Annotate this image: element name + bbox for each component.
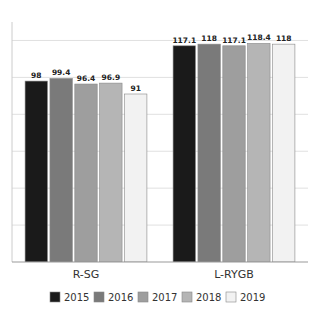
bar <box>173 46 195 262</box>
legend-swatch <box>94 292 104 302</box>
data-label: 96.9 <box>102 73 121 82</box>
bar <box>198 44 220 262</box>
data-label: 118 <box>276 34 292 43</box>
bar <box>25 81 47 262</box>
data-label: 99.4 <box>52 68 71 77</box>
data-label: 98 <box>31 71 41 80</box>
y-axis-line <box>12 22 13 262</box>
legend-label: 2016 <box>108 292 133 303</box>
x-tick-label: L-RYGB <box>214 268 254 281</box>
bar <box>248 43 270 262</box>
data-labels: 98 117.1 99.4 118 96.4 117.1 96.9 118.4 91 118 <box>31 33 292 93</box>
bar <box>223 46 245 262</box>
data-label: 117.1 <box>222 36 246 45</box>
legend-label: 2018 <box>196 292 221 303</box>
data-label: 91 <box>131 84 141 93</box>
bar <box>273 44 295 262</box>
legend-swatch <box>182 292 192 302</box>
legend-swatch <box>138 292 148 302</box>
data-label: 96.4 <box>77 74 96 83</box>
legend-label: 2019 <box>240 292 265 303</box>
bar <box>100 83 122 262</box>
legend-label: 2015 <box>64 292 89 303</box>
legend-swatch <box>50 292 60 302</box>
legend-label: 2017 <box>152 292 177 303</box>
bar <box>50 78 72 262</box>
data-label: 118.4 <box>247 33 271 42</box>
x-tick-label: R-SG <box>73 268 100 281</box>
data-label: 117.1 <box>172 36 196 45</box>
legend-swatch <box>226 292 236 302</box>
bars <box>25 43 295 262</box>
data-label: 118 <box>201 34 217 43</box>
bar <box>75 84 97 262</box>
chart: 98 117.1 99.4 118 96.4 117.1 96.9 118.4 91 118 R-S… <box>0 0 320 320</box>
bar <box>125 94 147 262</box>
legend: 2015 2016 2017 2018 2019 <box>50 292 265 303</box>
x-axis-line <box>12 262 308 263</box>
